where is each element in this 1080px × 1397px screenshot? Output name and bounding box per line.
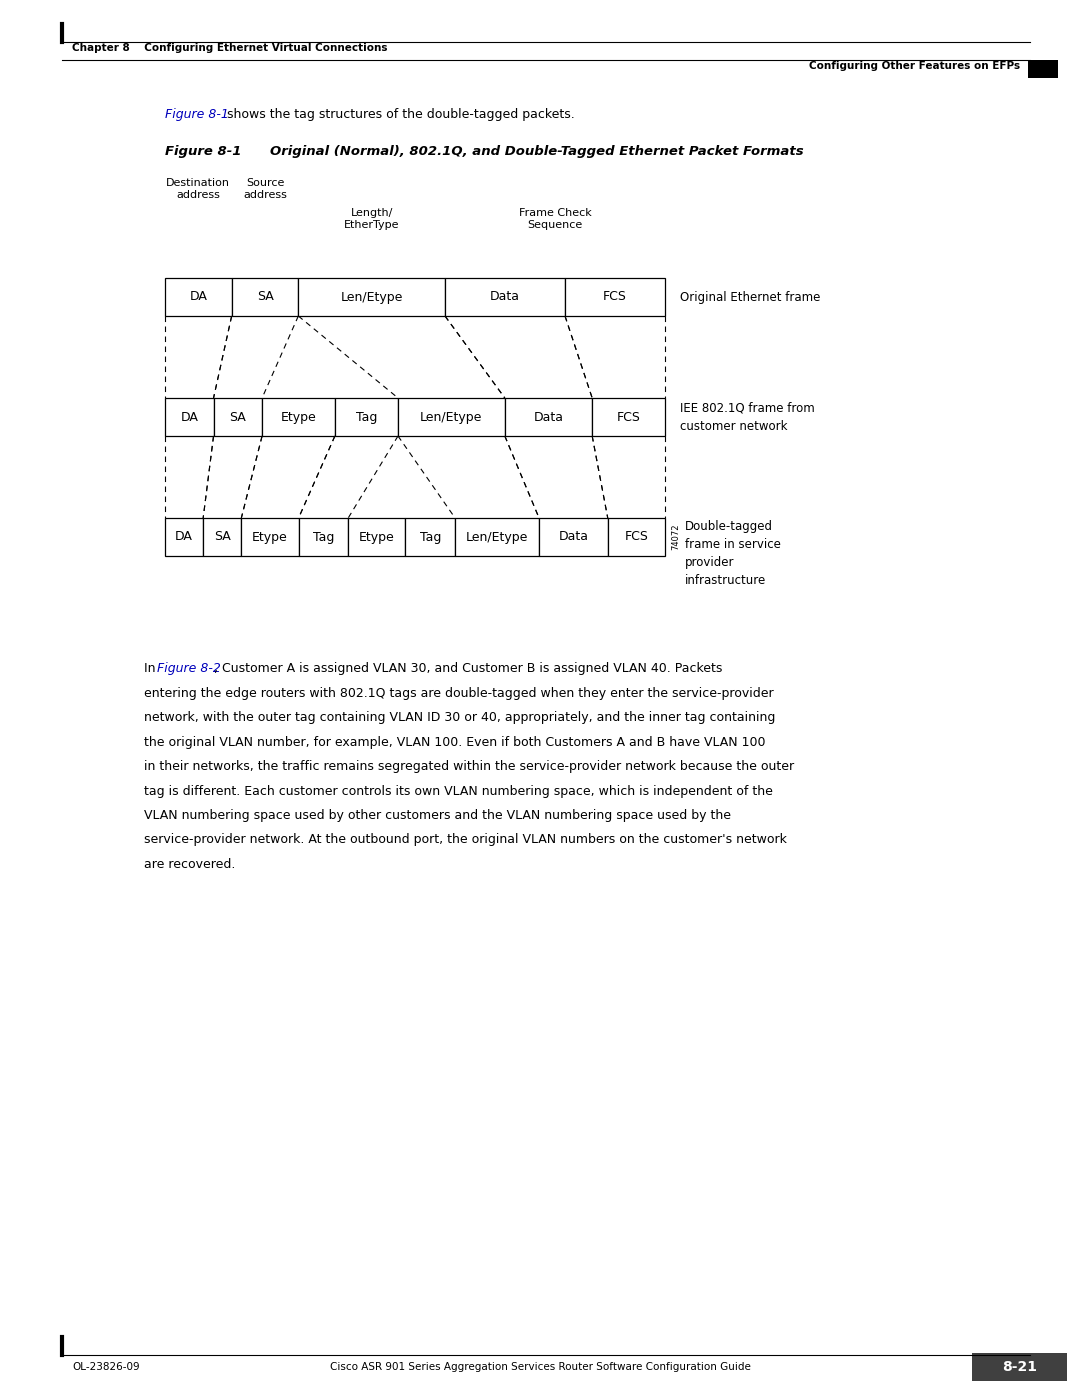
Text: Data: Data [558,531,589,543]
Text: service-provider network. At the outbound port, the original VLAN numbers on the: service-provider network. At the outboun… [144,834,787,847]
Text: Frame Check
Sequence: Frame Check Sequence [518,208,592,231]
Text: 74072: 74072 [671,524,680,550]
Text: Length/
EtherType: Length/ EtherType [343,208,400,231]
Text: Original Ethernet frame: Original Ethernet frame [680,291,821,303]
Text: IEE 802.1Q frame from
customer network: IEE 802.1Q frame from customer network [680,401,814,433]
Text: OL-23826-09: OL-23826-09 [72,1362,139,1372]
Text: Data: Data [490,291,519,303]
Bar [214,398,262,436]
Bar [405,518,455,556]
Bar [565,278,665,316]
Text: Figure 8-1: Figure 8-1 [165,108,229,122]
Text: tag is different. Each customer controls its own VLAN numbering space, which is : tag is different. Each customer controls… [144,785,773,798]
Bar [232,278,298,316]
Text: Tag: Tag [313,531,334,543]
Text: the original VLAN number, for example, VLAN 100. Even if both Customers A and B : the original VLAN number, for example, V… [144,735,766,749]
Bar [203,518,241,556]
Text: Figure 8-1: Figure 8-1 [165,145,242,158]
Text: Chapter 8    Configuring Ethernet Virtual Connections: Chapter 8 Configuring Ethernet Virtual C… [72,43,388,53]
Text: Etype: Etype [252,531,288,543]
Text: Figure 8-2: Figure 8-2 [157,662,221,675]
Text: Cisco ASR 901 Series Aggregation Services Router Software Configuration Guide: Cisco ASR 901 Series Aggregation Service… [329,1362,751,1372]
Text: DA: DA [175,531,193,543]
Bar [165,398,214,436]
Text: Double-tagged
frame in service
provider
infrastructure: Double-tagged frame in service provider … [685,520,781,587]
Text: Source
address: Source address [243,179,287,200]
Bar [399,398,504,436]
Text: Etype: Etype [359,531,394,543]
Bar [455,518,539,556]
Bar [972,1354,1067,1382]
Text: In: In [144,662,160,675]
Text: entering the edge routers with 802.1Q tags are double-tagged when they enter the: entering the edge routers with 802.1Q ta… [144,686,773,700]
Text: FCS: FCS [617,411,640,423]
Bar [298,518,348,556]
Text: , Customer A is assigned VLAN 30, and Customer B is assigned VLAN 40. Packets: , Customer A is assigned VLAN 30, and Cu… [214,662,723,675]
Bar [165,518,203,556]
Bar [1028,60,1058,77]
Bar [445,278,565,316]
Text: DA: DA [180,411,199,423]
Text: SA: SA [214,531,231,543]
Text: Len/Etype: Len/Etype [340,291,403,303]
Text: Tag: Tag [355,411,377,423]
Text: Data: Data [534,411,564,423]
Bar [165,278,232,316]
Bar [298,278,445,316]
Text: in their networks, the traffic remains segregated within the service-provider ne: in their networks, the traffic remains s… [144,760,794,773]
Bar [262,398,335,436]
Text: FCS: FCS [624,531,648,543]
Bar [348,518,405,556]
Text: FCS: FCS [603,291,626,303]
Bar [504,398,592,436]
Text: 8-21: 8-21 [1002,1361,1038,1375]
Text: network, with the outer tag containing VLAN ID 30 or 40, appropriately, and the : network, with the outer tag containing V… [144,711,775,724]
Text: DA: DA [189,291,207,303]
Text: shows the tag structures of the double-tagged packets.: shows the tag structures of the double-t… [222,108,575,122]
Bar [241,518,298,556]
Text: Tag: Tag [419,531,441,543]
Text: Original (Normal), 802.1Q, and Double-Tagged Ethernet Packet Formats: Original (Normal), 802.1Q, and Double-Ta… [270,145,804,158]
Text: SA: SA [257,291,273,303]
Text: SA: SA [229,411,246,423]
Bar [592,398,665,436]
Text: are recovered.: are recovered. [144,858,235,870]
Bar [335,398,399,436]
Text: Configuring Other Features on EFPs: Configuring Other Features on EFPs [809,61,1020,71]
Bar [608,518,665,556]
Text: Len/Etype: Len/Etype [465,531,528,543]
Text: Len/Etype: Len/Etype [420,411,483,423]
Text: Etype: Etype [281,411,316,423]
Text: VLAN numbering space used by other customers and the VLAN numbering space used b: VLAN numbering space used by other custo… [144,809,731,821]
Text: Destination
address: Destination address [166,179,230,200]
Bar [539,518,608,556]
